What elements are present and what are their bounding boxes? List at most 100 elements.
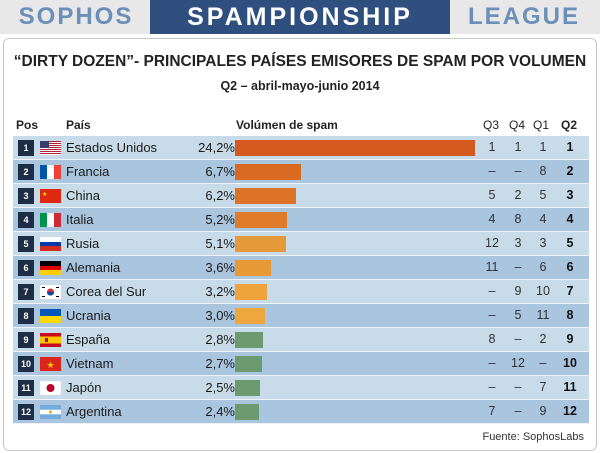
- table-row: 2 Francia 6,7% – – 8 2: [13, 160, 589, 184]
- rank-q2: 4: [566, 212, 574, 226]
- country-name: Francia: [66, 164, 110, 179]
- volume-label: 6,2%: [205, 188, 235, 203]
- rank-q2: 8: [566, 308, 574, 322]
- rank-q4: 2: [514, 188, 522, 202]
- country-name: Rusia: [66, 236, 100, 251]
- rank-q1: 1: [539, 140, 547, 154]
- flag-vn-icon: ★: [40, 357, 61, 371]
- rank-q2: 3: [566, 188, 574, 202]
- country-name: Estados Unidos: [66, 140, 158, 155]
- rank-q1: 10: [536, 284, 550, 298]
- country-name: Alemania: [66, 260, 121, 275]
- row-divider: [13, 183, 589, 184]
- rank-q4: –: [514, 260, 522, 274]
- header-q2: Q2: [561, 118, 578, 132]
- source-note: Fuente: SophosLabs: [482, 431, 584, 443]
- rank-q2: 2: [566, 164, 574, 178]
- rank-q4: 12: [511, 356, 525, 370]
- flag-us-icon: [40, 141, 61, 155]
- rank-q3: –: [488, 380, 496, 394]
- row-divider: [13, 255, 589, 256]
- league-wordmark: LEAGUE: [467, 3, 580, 30]
- table-row: 7 Corea del Sur 3,2% – 9 10 7: [13, 280, 589, 304]
- rank-q1: –: [539, 356, 547, 370]
- row-divider: [13, 351, 589, 352]
- rank-q3: 1: [488, 140, 496, 154]
- rank-q3: 4: [488, 212, 496, 226]
- table-row: 5 Rusia 5,1% 12 3 3 5: [13, 232, 589, 256]
- rank-q4: –: [514, 380, 522, 394]
- rank-q2: 12: [563, 404, 577, 418]
- country-name: Corea del Sur: [66, 284, 147, 299]
- table-row: 3 ★ China 6,2% 5 2 5 3: [13, 184, 589, 208]
- rank-badge: 12: [18, 404, 34, 420]
- volume-label: 2,7%: [205, 356, 235, 371]
- rank-q3: –: [488, 308, 496, 322]
- volume-bar: [235, 332, 263, 348]
- country-name: España: [66, 332, 111, 347]
- row-divider: [13, 159, 589, 160]
- rank-q1: 5: [539, 188, 547, 202]
- volume-label: 5,2%: [205, 212, 235, 227]
- rank-badge: 7: [18, 284, 34, 300]
- flag-es-icon: [40, 333, 61, 347]
- table-row: 1 Estados Unidos 24,2% 1 1 1 1: [13, 136, 589, 160]
- table-row: 10 ★ Vietnam 2,7% –12–10: [13, 352, 589, 376]
- rank-q2: 10: [563, 356, 577, 370]
- rank-badge: 11: [18, 380, 34, 396]
- header-q4: Q4: [509, 118, 526, 132]
- rank-badge: 2: [18, 164, 34, 180]
- header-pos: Pos: [16, 118, 39, 132]
- volume-label: 5,1%: [205, 236, 235, 251]
- rank-q4: 8: [514, 212, 522, 226]
- chart-subtitle: Q2 – abril-mayo-junio 2014: [220, 79, 380, 93]
- row-divider: [13, 399, 589, 400]
- rank-q1: 7: [539, 380, 547, 394]
- rank-q1: 6: [539, 260, 547, 274]
- volume-bar: [235, 284, 267, 300]
- table-row: 12 Argentina 2,4% 7 – 9 12: [13, 400, 589, 424]
- volume-label: 3,6%: [205, 260, 235, 275]
- chart-title: “DIRTY DOZEN”- PRINCIPALES PAÍSES EMISOR…: [13, 53, 587, 70]
- rank-badge: 4: [18, 212, 34, 228]
- country-name: Ucrania: [66, 308, 111, 323]
- rank-q2: 6: [566, 260, 574, 274]
- table-row: 9 España 2,8% 8 – 2 9: [13, 328, 589, 352]
- rank-q2: 11: [563, 380, 577, 394]
- flag-it-icon: [40, 213, 61, 227]
- header-q3: Q3: [483, 118, 500, 132]
- row-divider: [13, 303, 589, 304]
- rank-q2: 1: [566, 140, 574, 154]
- rank-badge: 3: [18, 188, 34, 204]
- rank-q4: 9: [514, 284, 522, 298]
- volume-bar: [235, 380, 260, 396]
- svg-text:★: ★: [42, 191, 47, 198]
- row-divider: [13, 279, 589, 280]
- rank-q3: –: [488, 164, 496, 178]
- header-q1: Q1: [533, 118, 550, 132]
- volume-label: 2,8%: [205, 332, 235, 347]
- svg-text:★: ★: [47, 361, 55, 371]
- rank-q3: 12: [485, 236, 499, 250]
- volume-bar: [235, 356, 262, 372]
- table-row: 8 Ucrania 3,0% – 5 11 8: [13, 304, 589, 328]
- sophos-wordmark: SOPHOS: [18, 3, 134, 30]
- volume-bar: [235, 404, 259, 420]
- volume-bar: [235, 164, 301, 180]
- row-divider: [13, 231, 589, 232]
- country-name: Italia: [66, 212, 94, 227]
- ranking-table: 1 Estados Unidos 24,2% 1 1 1 1 2 Francia 6,7% – –8 2…: [13, 136, 589, 424]
- row-divider: [13, 327, 589, 328]
- rank-q3: –: [488, 284, 496, 298]
- banner: SOPHOS SPAMPIONSHIP LEAGUE: [0, 0, 600, 34]
- rank-q2: 9: [566, 332, 574, 346]
- header-volume: Volúmen de spam: [236, 118, 338, 132]
- country-name: Vietnam: [66, 356, 114, 371]
- volume-bar: [235, 212, 287, 228]
- rank-q1: 8: [539, 164, 547, 178]
- flag-kr-icon: [40, 285, 61, 299]
- spampionship-wordmark: SPAMPIONSHIP: [150, 0, 450, 34]
- country-name: Japón: [66, 380, 102, 395]
- row-divider: [13, 207, 589, 208]
- volume-label: 3,2%: [205, 284, 235, 299]
